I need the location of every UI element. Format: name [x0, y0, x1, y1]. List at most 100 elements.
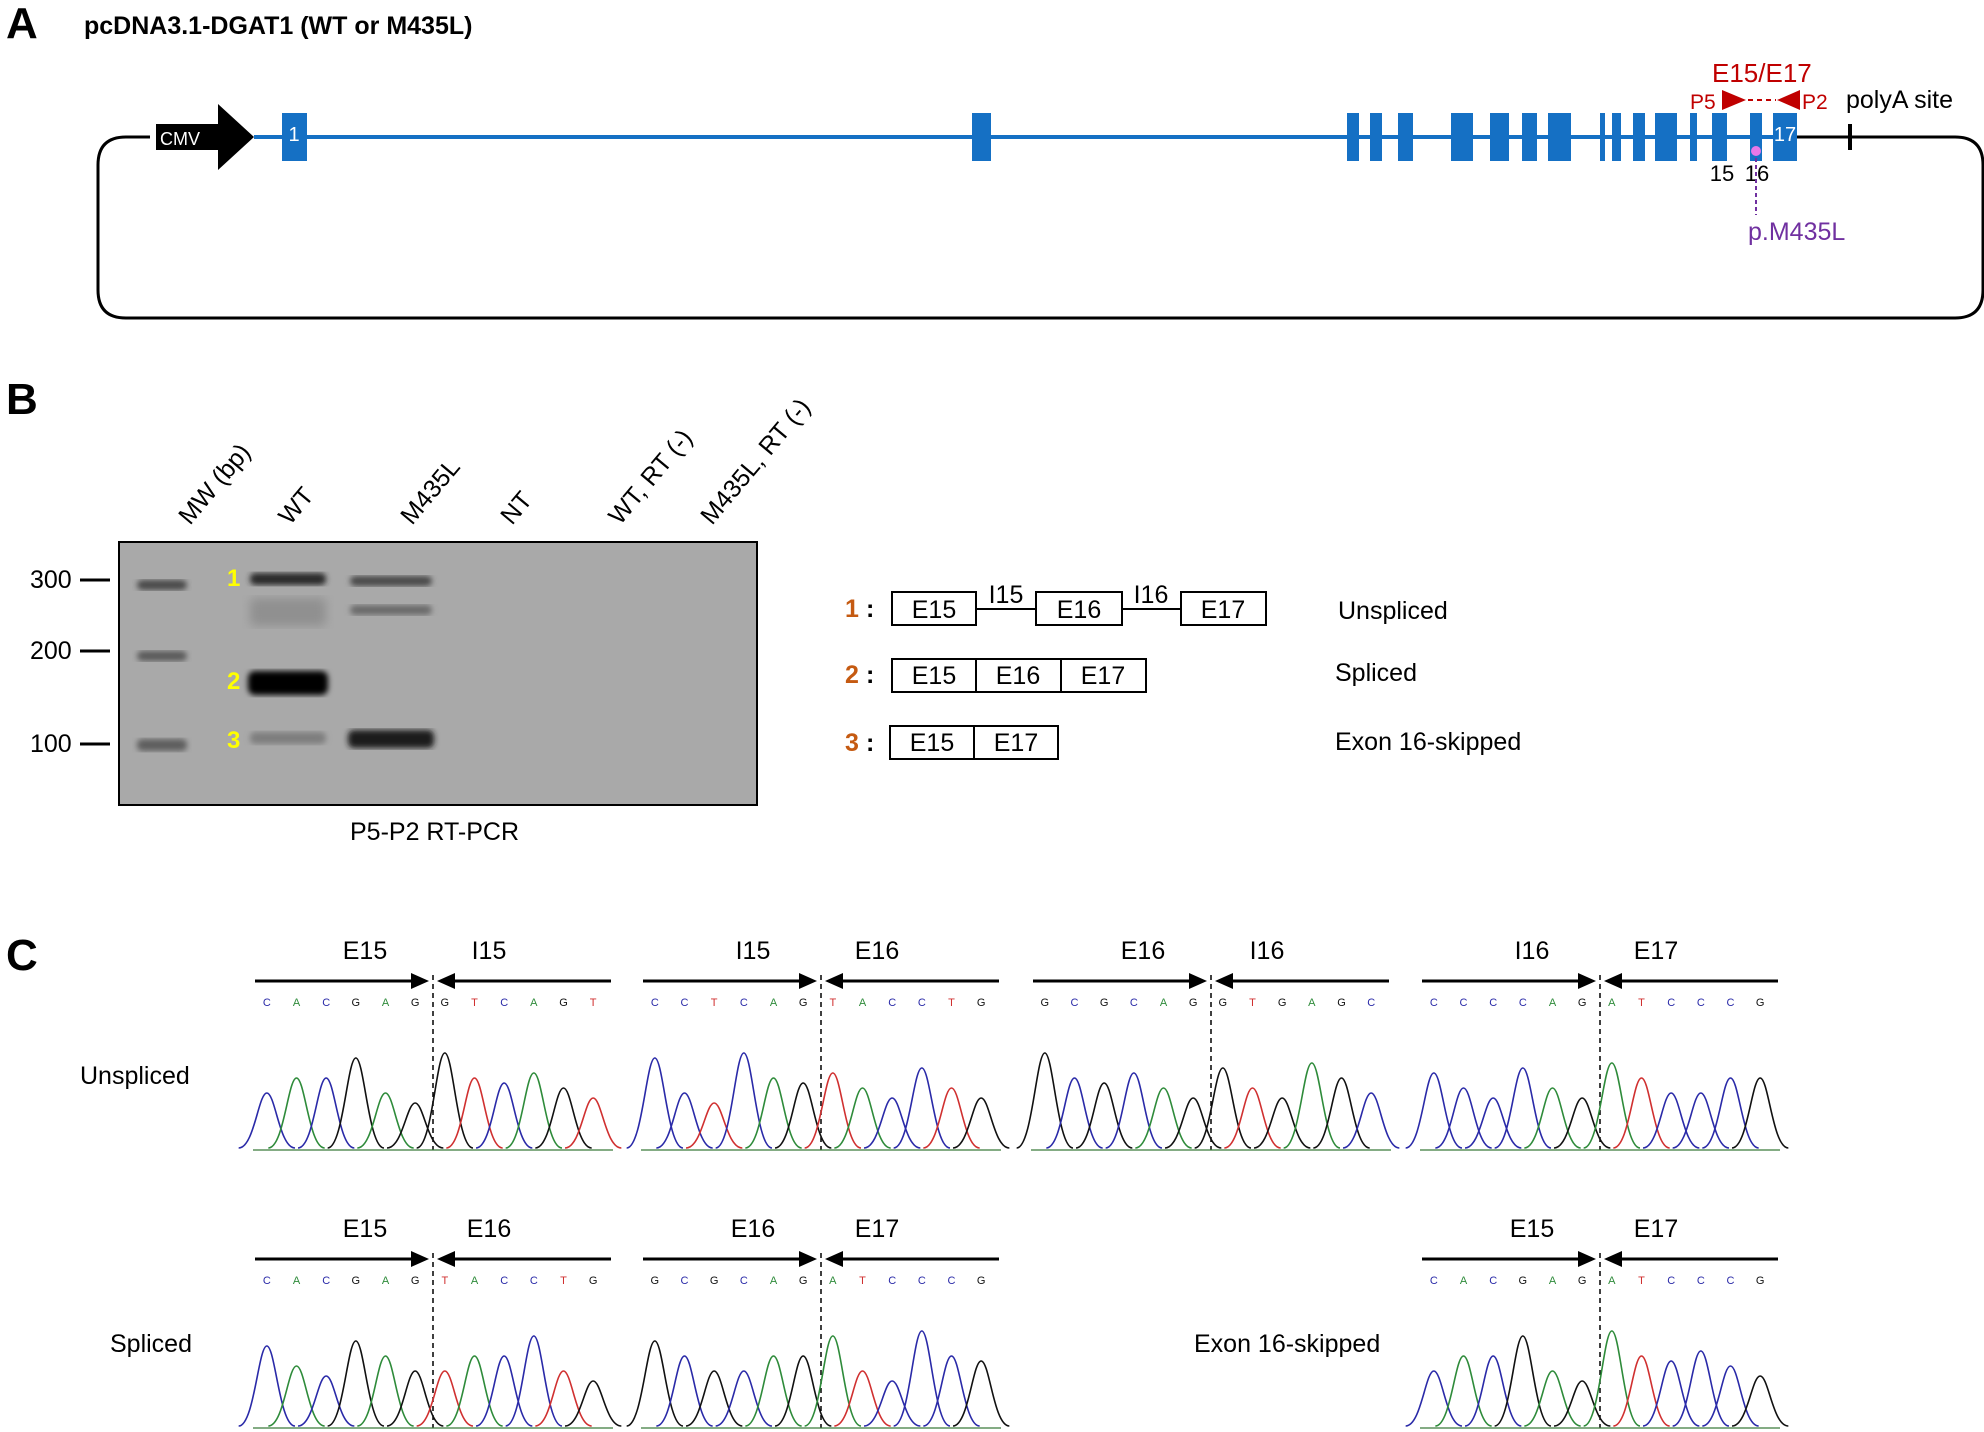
- trace-2-base-11: T: [948, 997, 955, 1009]
- trace-4-base-12: G: [1756, 997, 1765, 1009]
- trace-1-base-2: A: [293, 997, 301, 1009]
- lane-label-nt: NT: [495, 486, 538, 530]
- trace-6-peak-4: [715, 1370, 773, 1427]
- trace-5-right-arrowhead: [437, 1251, 455, 1267]
- trace-1-peak-7: [416, 1052, 474, 1149]
- trace-4-base-5: A: [1549, 997, 1557, 1009]
- primer-p2-arrow: [1777, 90, 1800, 110]
- trace-5-base-11: T: [560, 1275, 567, 1287]
- product-2-colon: :: [866, 661, 874, 689]
- trace-4-peak-12: [1731, 1077, 1789, 1149]
- chromatogram-1: E15 I15 C A C G A G G T C A G T: [238, 937, 622, 1151]
- trace-6-peak-5: [745, 1355, 802, 1427]
- trace-6-peak-7: [804, 1335, 862, 1427]
- row-label-unspliced: Unspliced: [80, 1062, 190, 1090]
- lane-label-mw: MW (bp): [173, 438, 256, 529]
- trace-2-peak-10: [893, 1067, 951, 1149]
- band-label-3: 3: [227, 727, 240, 754]
- trace-1-peak-2: [268, 1077, 325, 1149]
- lane-labels: MW (bp) WT M435L NT WT, RT (-) M435L, RT…: [173, 393, 816, 529]
- chromatogram-6: E16 E17 G C G C A G A T C C C G: [626, 1215, 1010, 1429]
- m435l-band-skipped: [348, 730, 434, 748]
- trace-3-peak-5: [1135, 1087, 1192, 1149]
- trace-4-base-7: A: [1608, 997, 1616, 1009]
- trace-6-peak-6: [774, 1355, 832, 1427]
- lane-label-wt-rt-neg: WT, RT (-): [603, 424, 698, 530]
- trace-2-right-label: E16: [855, 937, 899, 965]
- ladder-band-100: [137, 739, 187, 751]
- trace-7-base-12: G: [1756, 1275, 1765, 1287]
- trace-3-peak-8: [1224, 1087, 1281, 1149]
- trace-7-peak-6: [1553, 1380, 1611, 1427]
- trace-3-base-1: G: [1041, 997, 1050, 1009]
- trace-4-peak-11: [1702, 1077, 1759, 1149]
- trace-4-base-2: C: [1460, 997, 1468, 1009]
- wt-band-unspliced: [250, 573, 326, 585]
- trace-2-base-7: T: [829, 997, 836, 1009]
- trace-2-peak-7: [804, 1072, 862, 1149]
- m435l-band-intermediate: [350, 605, 432, 615]
- lane-label-m435l: M435L: [395, 453, 466, 530]
- trace-7-base-11: C: [1727, 1275, 1735, 1287]
- product-3-colon: :: [866, 729, 874, 757]
- trace-7-peak-7: [1583, 1330, 1641, 1427]
- trace-7-peak-9: [1642, 1360, 1700, 1427]
- panel-a: A pcDNA3.1-DGAT1 (WT or M435L) polyA sit…: [6, 0, 1984, 320]
- trace-7-peak-4: [1494, 1335, 1552, 1427]
- trace-5-peak-6: [386, 1370, 444, 1427]
- trace-7-peak-10: [1672, 1350, 1730, 1427]
- product-2-outline: [891, 658, 1147, 693]
- trace-5-left-label: E15: [343, 1215, 387, 1243]
- product-1-i15: I15: [989, 581, 1024, 609]
- trace-7-peak-11: [1702, 1365, 1759, 1427]
- mw-axis: 300 200 100: [30, 566, 110, 758]
- trace-5-base-6: G: [411, 1275, 420, 1287]
- trace-6-base-1: G: [651, 1275, 660, 1287]
- trace-4-base-3: C: [1489, 997, 1497, 1009]
- product-3-e17: E17: [994, 729, 1038, 757]
- trace-5-peak-9: [475, 1355, 533, 1427]
- product-1: 1 : E15 E16 E17 I15 I16 Unspliced: [845, 581, 1448, 626]
- trace-5-base-10: C: [530, 1275, 538, 1287]
- trace-4-left-arrowhead: [1578, 973, 1596, 989]
- trace-7-base-7: A: [1608, 1275, 1616, 1287]
- exon-11: [1612, 113, 1621, 161]
- trace-3-base-12: C: [1367, 997, 1375, 1009]
- trace-6-left-arrowhead: [799, 1251, 817, 1267]
- trace-2-base-6: G: [799, 997, 808, 1009]
- trace-3-peak-2: [1046, 1077, 1103, 1149]
- trace-6-right-arrowhead: [825, 1251, 843, 1267]
- trace-1-peak-4: [327, 1057, 385, 1149]
- product-3: 3 : E15 E17 Exon 16-skipped: [845, 725, 1521, 760]
- row-label-spliced: Spliced: [110, 1330, 192, 1358]
- mutation-label: p.M435L: [1748, 218, 1845, 246]
- exon-13: [1655, 113, 1677, 161]
- gel-image: [118, 541, 758, 806]
- primer-p2-label: P2: [1802, 91, 1828, 114]
- exon-15-label: 15: [1710, 161, 1734, 186]
- trace-6-base-4: C: [740, 1275, 748, 1287]
- trace-7-base-2: A: [1460, 1275, 1468, 1287]
- trace-2-base-2: C: [681, 997, 689, 1009]
- mw-100: 100: [30, 730, 72, 758]
- trace-5-peak-12: [564, 1380, 622, 1427]
- trace-1-peak-12: [564, 1097, 622, 1149]
- chromatogram-2: I15 E16 C C T C A G T A C C T G: [626, 937, 1010, 1151]
- trace-6-base-8: T: [859, 1275, 866, 1287]
- trace-2-base-12: G: [977, 997, 986, 1009]
- exon-17-label: 17: [1774, 124, 1796, 146]
- product-1-box-e17: [1180, 591, 1267, 626]
- trace-5-base-12: G: [589, 1275, 598, 1287]
- chromatogram-7: E15 E17 C A C G A G A T C C C G: [1405, 1215, 1789, 1429]
- trace-5-base-3: C: [322, 1275, 330, 1287]
- panel-b-letter: B: [6, 375, 38, 424]
- trace-3-base-8: T: [1249, 997, 1256, 1009]
- trace-3-base-2: C: [1071, 997, 1079, 1009]
- trace-3-base-7: G: [1219, 997, 1228, 1009]
- trace-4-base-1: C: [1430, 997, 1438, 1009]
- exon-6: [1451, 113, 1473, 161]
- panel-a-letter: A: [6, 0, 38, 48]
- trace-6-base-2: C: [681, 1275, 689, 1287]
- exon-3: [1347, 113, 1359, 161]
- trace-2-peak-3: [685, 1102, 743, 1149]
